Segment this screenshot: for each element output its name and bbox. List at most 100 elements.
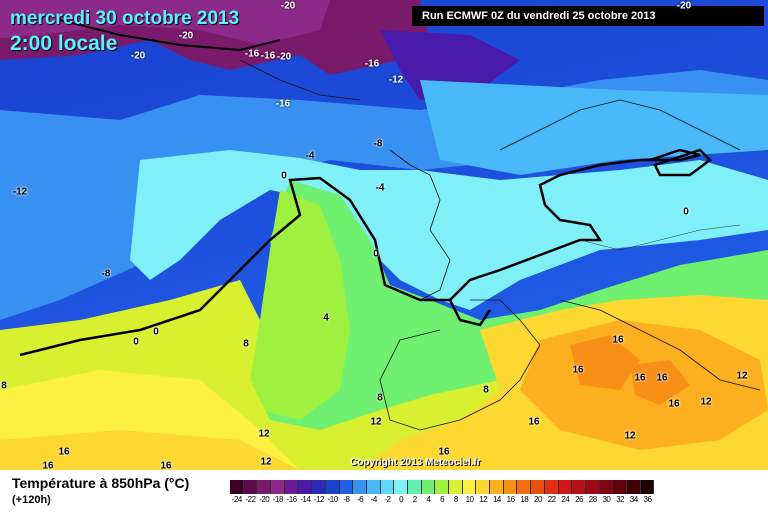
isotherm-label: -20 xyxy=(276,51,292,63)
map-canvas xyxy=(0,0,768,470)
isotherm-label: 8 xyxy=(377,392,383,404)
legend-cell: -24 xyxy=(230,480,244,505)
isotherm-label: 12 xyxy=(736,370,748,382)
minus20-isotherm-line xyxy=(59,19,281,52)
legend-swatch xyxy=(490,480,504,494)
legend-tick-label: 20 xyxy=(534,495,542,504)
legend-tick-label: -10 xyxy=(327,495,339,504)
legend-tick-label: -14 xyxy=(300,495,311,504)
coastline-iberia-france xyxy=(379,299,541,431)
zero-isotherm-line xyxy=(19,148,701,357)
legend-swatch xyxy=(640,480,655,494)
coastline-greenland xyxy=(239,59,361,101)
isotherm-label: -4 xyxy=(375,182,385,194)
isotherm-label: 0 xyxy=(373,248,379,260)
legend-cell: -2 xyxy=(380,480,395,505)
legend-tick-label: 22 xyxy=(547,495,556,504)
isotherm-label: 0 xyxy=(683,206,689,218)
legend-tick-label: 32 xyxy=(616,495,625,504)
temperature-map[interactable]: mercredi 30 octobre 2013 2:00 locale Run… xyxy=(0,0,768,470)
legend-swatch xyxy=(517,480,532,494)
legend-tick-label: -24 xyxy=(231,495,243,504)
legend-tick-label: -4 xyxy=(370,495,378,504)
legend-tick-label: 36 xyxy=(643,495,652,504)
legend-cell: 10 xyxy=(462,480,477,505)
isotherm-label: 0 xyxy=(281,170,287,182)
legend-cell: -20 xyxy=(257,480,272,505)
legend-cell: -12 xyxy=(312,480,326,505)
legend-tick-label: -6 xyxy=(356,495,364,504)
isotherm-label: -12 xyxy=(388,74,404,86)
isotherm-label: 8 xyxy=(483,384,489,396)
isotherm-label: 12 xyxy=(260,456,272,468)
legend-cell: 36 xyxy=(640,480,655,505)
legend-cell: 18 xyxy=(517,480,532,505)
legend-swatch xyxy=(271,480,285,494)
isotherm-label: 0 xyxy=(153,326,159,338)
legend-cell: 30 xyxy=(599,480,614,505)
isotherm-label: 0 xyxy=(133,336,139,348)
isotherm-label: 12 xyxy=(700,396,712,408)
border-lines xyxy=(579,224,741,251)
isotherm-label: 16 xyxy=(160,460,172,471)
isotherm-label: 16 xyxy=(42,460,54,471)
cold-core-inner xyxy=(0,0,330,45)
coastline-mediterranean xyxy=(559,299,761,391)
zero-isotherm-scandinavia xyxy=(653,148,712,177)
legend-tick-label: -18 xyxy=(272,495,284,504)
variable-title: Température à 850hPa (°C) xyxy=(12,475,190,491)
model-run-label: Run ECMWF 0Z du vendredi 25 octobre 2013 xyxy=(412,6,764,26)
legend-tick-label: -12 xyxy=(313,495,325,504)
legend-swatch xyxy=(531,480,545,494)
legend-tick-label: 18 xyxy=(520,495,529,504)
isotherm-label: 12 xyxy=(258,428,270,440)
legend-cell: 6 xyxy=(435,480,449,505)
legend-tick-label: 2 xyxy=(412,495,417,504)
forecast-date: mercredi 30 octobre 2013 xyxy=(10,8,240,29)
isotherm-label: -4 xyxy=(305,150,315,162)
legend-tick-label: -22 xyxy=(245,495,257,504)
legend-cell: -16 xyxy=(284,480,299,505)
isotherm-label: 4 xyxy=(323,312,329,324)
legend-swatch xyxy=(449,480,463,494)
isotherm-label: -16 xyxy=(244,48,260,60)
legend-swatch xyxy=(298,480,313,494)
legend-cell: 20 xyxy=(531,480,545,505)
isotherm-label: 12 xyxy=(370,416,382,428)
isotherm-label: 16 xyxy=(58,446,70,458)
legend-swatch xyxy=(339,480,354,494)
legend-swatch xyxy=(476,480,491,494)
legend-cell: 16 xyxy=(503,480,518,505)
isotherm-label: 16 xyxy=(438,446,450,458)
legend-cell: 0 xyxy=(394,480,408,505)
legend-swatch xyxy=(353,480,367,494)
legend-tick-label: 10 xyxy=(465,495,474,504)
legend-cell: 8 xyxy=(449,480,463,505)
isotherm-label: -20 xyxy=(130,50,146,62)
legend-tick-label: 24 xyxy=(561,495,570,504)
legend-tick-label: -8 xyxy=(343,495,350,504)
legend-swatch xyxy=(312,480,326,494)
zero-isotherm-loop xyxy=(448,299,492,327)
legend-cell: 26 xyxy=(572,480,586,505)
legend-cell: -18 xyxy=(271,480,285,505)
legend-swatch xyxy=(435,480,449,494)
legend-tick-label: 14 xyxy=(492,495,501,504)
coastline-uk xyxy=(389,149,451,301)
isotherm-label: 16 xyxy=(612,334,624,346)
legend-cell: 28 xyxy=(585,480,600,505)
legend-tick-label: -20 xyxy=(259,495,270,504)
legend-cell: -22 xyxy=(243,480,258,505)
legend-swatch xyxy=(572,480,586,494)
isotherm-label: 16 xyxy=(634,372,646,384)
legend-swatch xyxy=(503,480,518,494)
color-scale-legend: -24 -22 -20 -18 -16 -14 -12 -10 -8 -6 -4 -2 0 2 4 6 8 10 1… xyxy=(230,480,655,505)
legend-tick-label: 34 xyxy=(629,495,638,504)
legend-tick-label: 4 xyxy=(426,495,431,504)
legend-cell: -14 xyxy=(298,480,313,505)
legend-swatch xyxy=(626,480,641,494)
legend-footer: Température à 850hPa (°C) (+120h) -24 -22… xyxy=(0,470,768,512)
legend-cell: -8 xyxy=(339,480,354,505)
legend-swatch xyxy=(599,480,614,494)
